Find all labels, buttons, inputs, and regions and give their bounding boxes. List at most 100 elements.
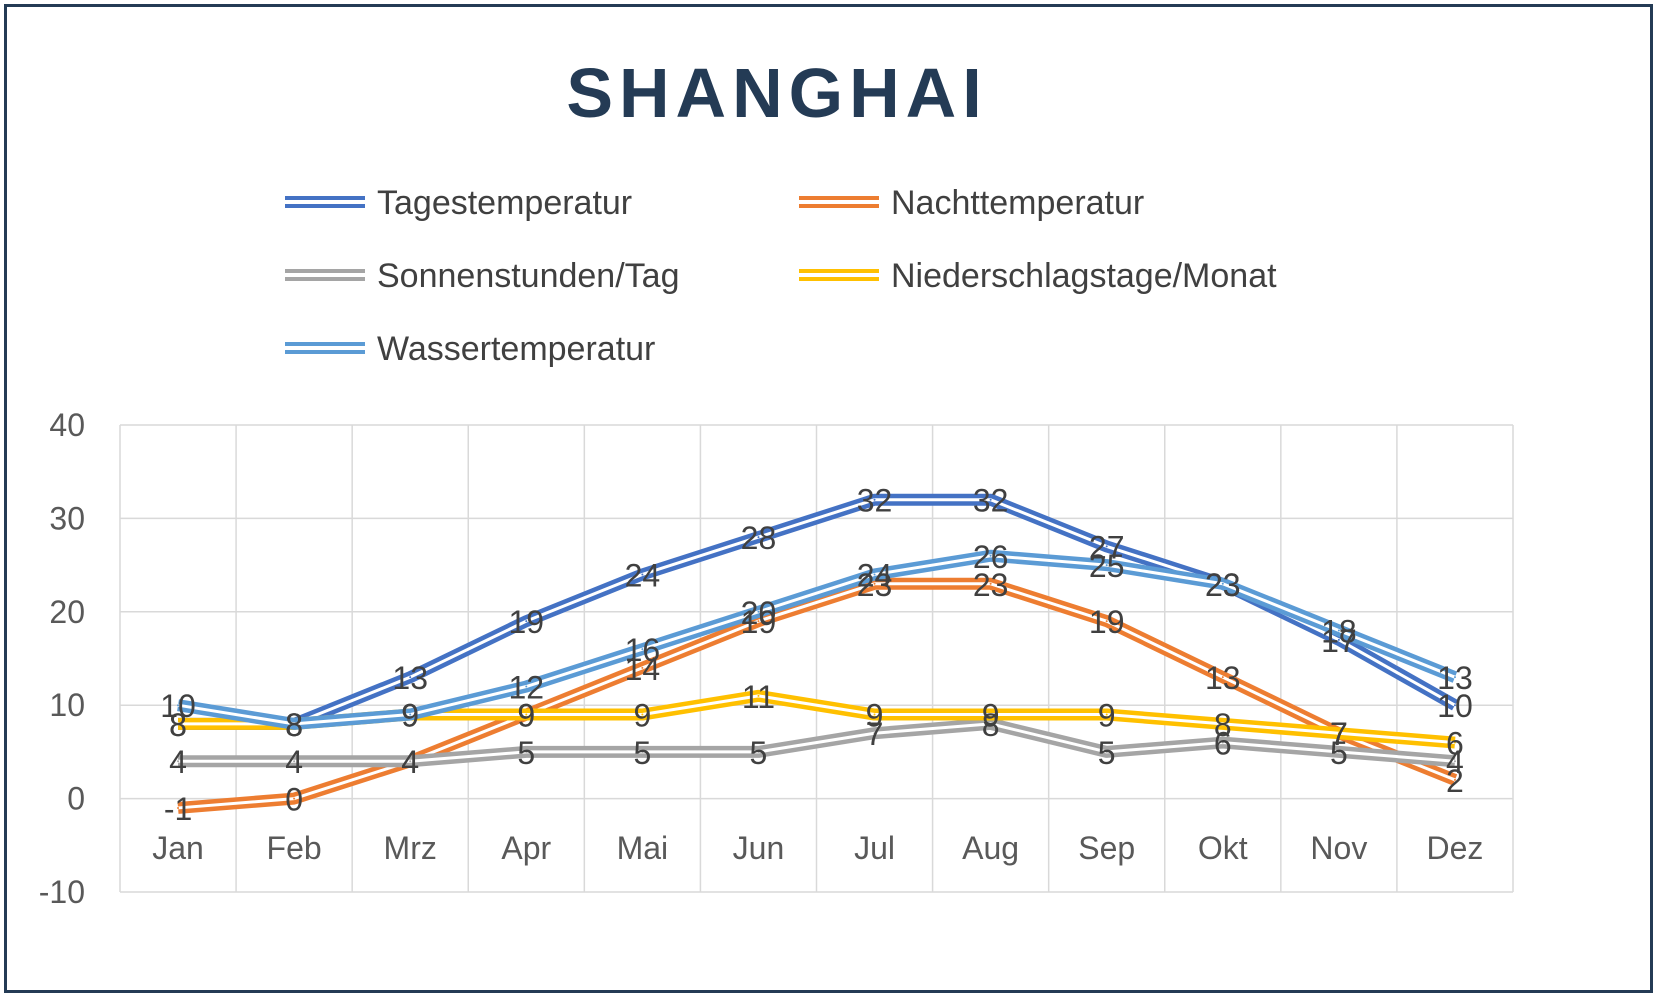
data-label: 6: [1214, 726, 1232, 762]
data-label: 4: [169, 744, 187, 780]
x-tick-label: Aug: [962, 830, 1019, 866]
data-label: 5: [633, 735, 651, 771]
data-point: [1337, 629, 1340, 632]
legend-item-sonnenstunden-tag: Sonnenstunden/Tag: [285, 257, 679, 295]
data-point: [1337, 750, 1340, 753]
data-label: 8: [285, 707, 303, 743]
data-point: [641, 713, 644, 716]
legend: Tagestemperatur Nachttemperatur Sonnenstun…: [285, 184, 1277, 368]
data-label: 7: [1330, 716, 1348, 752]
x-tick-label: Mai: [617, 830, 669, 866]
data-point: [177, 704, 180, 707]
data-label: 10: [160, 688, 196, 724]
data-point: [1453, 778, 1456, 781]
y-axis: -10 0 10 20 30 40: [39, 407, 85, 910]
legend-label: Nachttemperatur: [891, 184, 1144, 222]
data-label: 12: [508, 670, 544, 706]
data-label: 9: [401, 698, 419, 734]
x-tick-label: Jul: [854, 830, 895, 866]
data-label: 27: [1089, 529, 1125, 565]
y-tick-label: 0: [67, 781, 85, 817]
x-axis: Jan Feb Mrz Apr Mai Jun Jul Aug Sep Okt Nov Dez: [152, 830, 1483, 866]
data-point: [873, 582, 876, 585]
data-label: 23: [1205, 567, 1241, 603]
data-label: 5: [1330, 735, 1348, 771]
data-point: [757, 536, 760, 539]
data-label: 8: [285, 707, 303, 743]
data-label: 13: [1437, 660, 1473, 696]
data-label: 4: [285, 744, 303, 780]
data-point: [1105, 620, 1108, 623]
data-point: [293, 797, 296, 800]
x-tick-label: Jan: [152, 830, 204, 866]
series-sonnenstunden-tag: [177, 717, 1456, 768]
data-point: [641, 648, 644, 651]
data-point: [1337, 732, 1340, 735]
data-label: 2: [1446, 763, 1464, 799]
data-point: [873, 713, 876, 716]
data-label: 8: [169, 707, 187, 743]
legend-item-nachttemperatur: Nachttemperatur: [799, 184, 1144, 222]
x-tick-label: Jun: [733, 830, 785, 866]
data-point: [525, 750, 528, 753]
line-chart: SHANGHAI Tagestemperatur Nachttemperatur S…: [39, 54, 1514, 910]
data-point: [873, 573, 876, 576]
data-point: [409, 713, 412, 716]
data-label: 23: [973, 567, 1009, 603]
data-label: 26: [973, 539, 1009, 575]
data-point: [1105, 713, 1108, 716]
data-label: 24: [857, 557, 893, 593]
data-label: 9: [517, 698, 535, 734]
legend-label: Niederschlagstage/Monat: [891, 257, 1277, 295]
data-point: [1105, 564, 1108, 567]
data-point: [1221, 582, 1224, 585]
data-label: 5: [517, 735, 535, 771]
data-point: [293, 722, 296, 725]
y-tick-label: 30: [49, 500, 85, 536]
data-label: 13: [392, 660, 428, 696]
y-tick-label: 40: [49, 407, 85, 443]
data-point: [409, 760, 412, 763]
data-label: 18: [1321, 613, 1357, 649]
data-label: 9: [982, 698, 1000, 734]
data-label: 5: [750, 735, 768, 771]
data-point: [757, 694, 760, 697]
data-point: [177, 760, 180, 763]
data-point: [1221, 676, 1224, 679]
data-label: 0: [285, 782, 303, 818]
data-label: 9: [401, 698, 419, 734]
data-label: 16: [625, 632, 661, 668]
x-tick-label: Nov: [1310, 830, 1367, 866]
data-point: [525, 713, 528, 716]
data-point: [1453, 676, 1456, 679]
data-label: 23: [857, 567, 893, 603]
data-point: [177, 806, 180, 809]
data-label: 32: [973, 483, 1009, 519]
data-point: [1105, 545, 1108, 548]
data-label: 17: [1321, 623, 1357, 659]
data-point: [641, 573, 644, 576]
data-point: [409, 676, 412, 679]
data-label: 11: [742, 679, 775, 715]
data-label: 9: [1098, 698, 1116, 734]
data-label: 7: [1330, 716, 1348, 752]
data-label: 24: [625, 557, 661, 593]
legend-label: Sonnenstunden/Tag: [377, 257, 679, 295]
chart-frame: SHANGHAI Tagestemperatur Nachttemperatur S…: [4, 4, 1653, 993]
gridlines: [119, 424, 1514, 893]
data-label: 28: [741, 520, 777, 556]
data-point: [525, 620, 528, 623]
series-lines: [177, 493, 1458, 814]
data-label: 23: [1205, 567, 1241, 603]
data-label: 25: [1089, 548, 1125, 584]
data-point: [989, 582, 992, 585]
data-label: 8: [1214, 707, 1232, 743]
legend-label: Tagestemperatur: [377, 184, 632, 222]
data-point: [1221, 741, 1224, 744]
y-tick-label: -10: [39, 874, 85, 910]
data-label: 19: [1089, 604, 1125, 640]
data-point: [873, 498, 876, 501]
data-point: [1337, 638, 1340, 641]
data-point: [641, 666, 644, 669]
